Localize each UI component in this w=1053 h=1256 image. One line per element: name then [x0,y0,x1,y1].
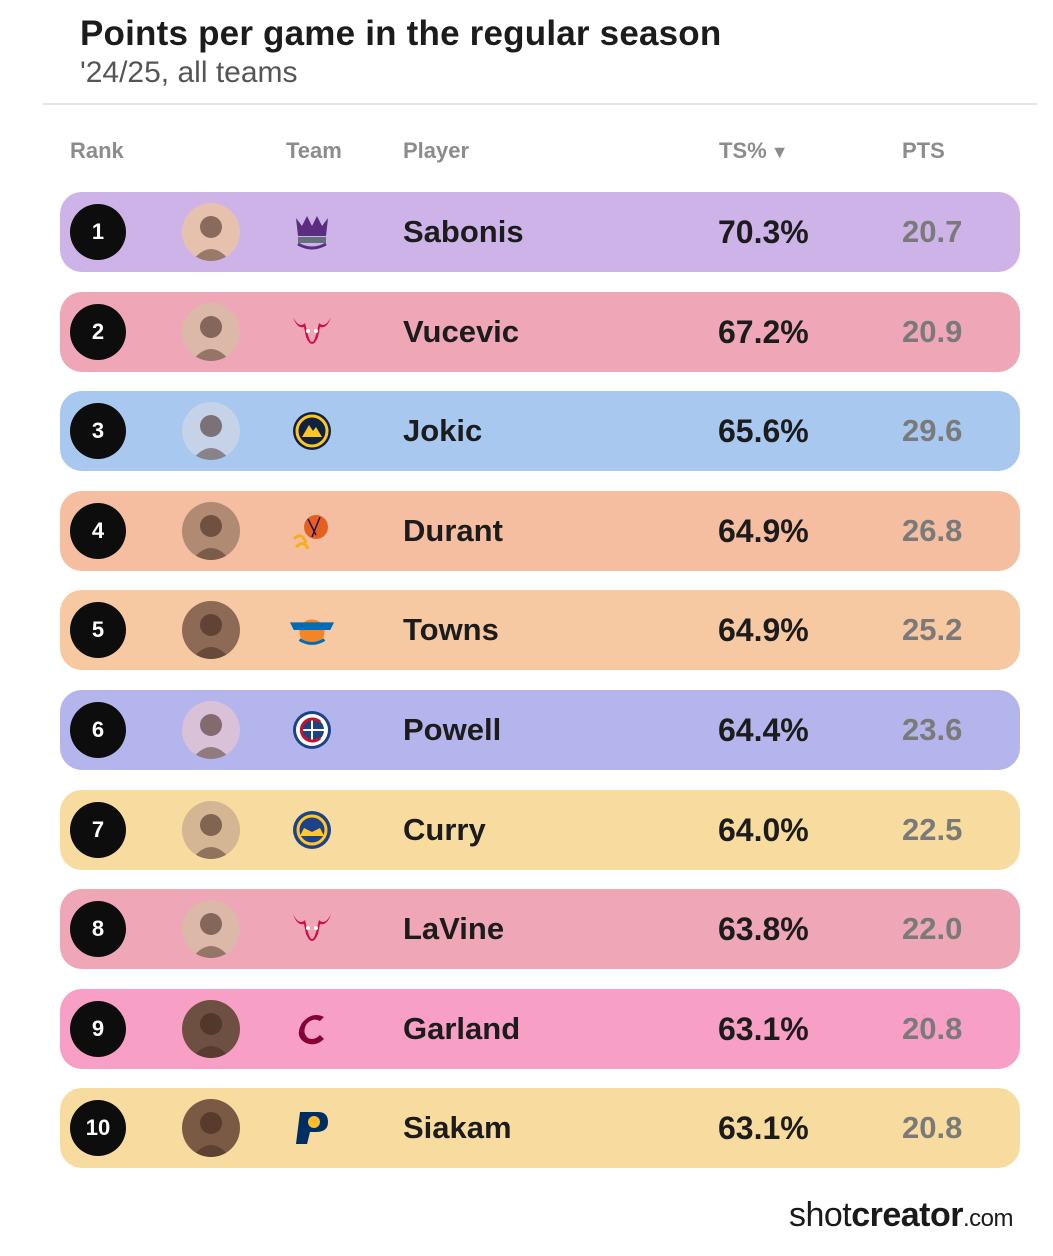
rank-badge: 1 [70,204,126,260]
cavaliers-logo-icon [288,1005,336,1053]
player-name: Jokic [403,413,483,449]
player-avatar [182,402,240,461]
player-avatar [182,302,240,361]
player-name: Siakam [403,1110,512,1146]
player-name: Durant [403,512,503,548]
ts-value: 64.4% [718,711,809,748]
table-row[interactable]: 8 LaVine 63.8% 22.0 [60,889,1020,970]
ts-value: 67.2% [718,313,809,350]
player-avatar [182,1099,240,1158]
knicks-logo-icon [288,606,336,654]
player-avatar [182,999,240,1058]
ts-value: 63.1% [718,1010,809,1047]
rank-badge: 6 [70,701,126,758]
column-header-rank[interactable]: Rank [70,138,124,163]
chart-subtitle: '24/25, all teams [80,56,298,89]
pts-value: 23.6 [902,711,963,747]
ts-value: 64.9% [718,512,809,549]
chart-title: Points per game in the regular season [80,14,722,53]
nuggets-logo-icon [288,407,336,455]
table-row[interactable]: 4 Durant 64.9% 26.8 [60,490,1020,571]
rank-badge: 3 [70,403,126,460]
player-avatar [182,700,240,759]
bulls-logo-icon [288,905,336,953]
column-header-ts-label: TS% [719,138,767,163]
rank-badge: 10 [70,1100,126,1157]
player-name: Vucevic [403,313,520,349]
warriors-logo-icon [288,806,336,854]
ranking-table: 1 Sabonis 70.3% 20.7 2 Vucevic 67.2% 20.9 3 Jokic… [60,192,1020,1188]
pts-value: 20.9 [902,313,963,349]
rank-badge: 7 [70,801,126,858]
pts-value: 22.0 [902,911,963,947]
player-avatar [182,800,240,859]
table-row[interactable]: 9 Garland 63.1% 20.8 [60,988,1020,1069]
clippers-logo-icon [288,706,336,754]
table-row[interactable]: 1 Sabonis 70.3% 20.7 [60,192,1020,272]
ts-value: 70.3% [718,214,809,250]
player-name: Powell [403,711,502,747]
ts-value: 64.0% [718,811,809,848]
player-name: Curry [403,811,486,847]
rank-badge: 2 [70,303,126,360]
player-avatar [182,900,240,959]
ts-value: 64.9% [718,612,809,649]
ts-value: 65.6% [718,413,809,450]
player-name: LaVine [403,911,505,947]
pts-value: 29.6 [902,413,963,449]
pts-value: 26.8 [902,512,963,548]
pacers-logo-icon [288,1104,336,1152]
player-avatar [182,203,240,261]
sort-descending-icon: ▼ [770,142,789,162]
column-header-pts[interactable]: PTS [902,138,945,163]
table-row[interactable]: 3 Jokic 65.6% 29.6 [60,391,1020,472]
rank-badge: 5 [70,602,126,659]
table-row[interactable]: 6 Powell 64.4% 23.6 [60,689,1020,770]
rank-badge: 8 [70,901,126,958]
player-name: Garland [403,1010,521,1046]
shotcreator-logo: shotcreator.com [788,1196,1014,1234]
pts-value: 25.2 [902,612,963,648]
pts-value: 20.8 [902,1110,963,1146]
header-divider [42,103,1037,105]
table-row[interactable]: 10 Siakam 63.1% 20.8 [60,1088,1020,1169]
column-header-player[interactable]: Player [403,138,470,163]
column-header-team[interactable]: Team [286,138,342,163]
rank-badge: 4 [70,502,126,559]
bulls-logo-icon [288,308,336,356]
column-header-ts[interactable]: TS% ▼ [719,138,789,164]
ts-value: 63.8% [718,911,809,948]
rank-badge: 9 [70,1000,126,1057]
table-row[interactable]: 7 Curry 64.0% 22.5 [60,789,1020,870]
kings-logo-icon [288,208,336,256]
player-name: Towns [403,612,499,648]
ts-value: 63.1% [718,1110,809,1147]
player-avatar [182,601,240,660]
pts-value: 22.5 [902,811,963,847]
pts-value: 20.8 [902,1010,963,1046]
table-row[interactable]: 2 Vucevic 67.2% 20.9 [60,291,1020,372]
player-name: Sabonis [403,214,524,249]
pts-value: 20.7 [902,214,963,249]
table-row[interactable]: 5 Towns 64.9% 25.2 [60,590,1020,671]
suns-logo-icon [288,507,336,555]
player-avatar [182,501,240,560]
